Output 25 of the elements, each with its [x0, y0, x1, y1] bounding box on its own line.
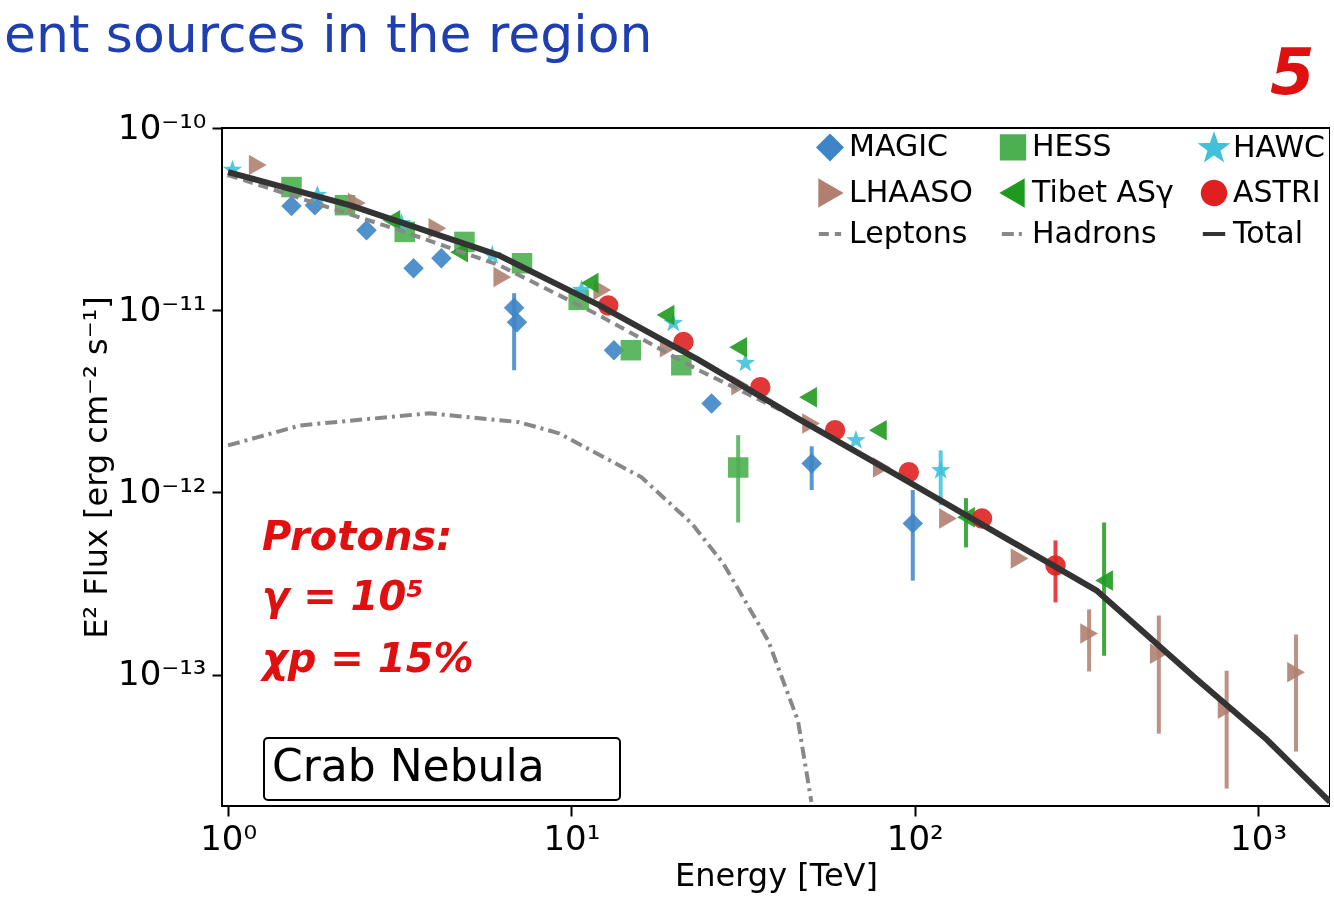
x-tick-label: 10¹ [543, 817, 601, 858]
y-axis-title: E² Flux [erg cm⁻² s⁻¹] [77, 296, 116, 639]
text: 5 [1270, 35, 1315, 109]
x-tick-label: 10² [886, 817, 944, 858]
legend-label: HAWC [1233, 129, 1326, 165]
annotation: γ = 10⁵ [262, 573, 424, 619]
x-tick-label: 10³ [1230, 817, 1288, 858]
legend-label: MAGIC [849, 128, 948, 164]
annotation: χp = 15% [260, 635, 474, 681]
annotation: Crab Nebula [272, 740, 545, 791]
x-axis-title: Energy [TeV] [675, 855, 878, 894]
legend-label: HESS [1032, 128, 1112, 164]
legend-label: ASTRI [1233, 174, 1321, 209]
y-tick-label: 10⁻¹³ [118, 653, 207, 694]
legend-label: Hadrons [1032, 215, 1157, 250]
annotation: Protons: [262, 513, 453, 559]
legend-label: Total [1232, 215, 1304, 250]
y-tick-label: 10⁻¹¹ [118, 288, 207, 329]
legend-label: Leptons [849, 215, 968, 250]
y-tick-label: 10⁻¹² [118, 470, 207, 511]
y-tick-label: 10⁻¹⁰ [118, 106, 207, 147]
legend-label: LHAASO [849, 174, 973, 209]
legend-label: Tibet ASγ [1031, 174, 1174, 209]
x-tick-label: 10⁰ [200, 817, 258, 858]
chart-title: ent sources in the region [4, 4, 653, 64]
